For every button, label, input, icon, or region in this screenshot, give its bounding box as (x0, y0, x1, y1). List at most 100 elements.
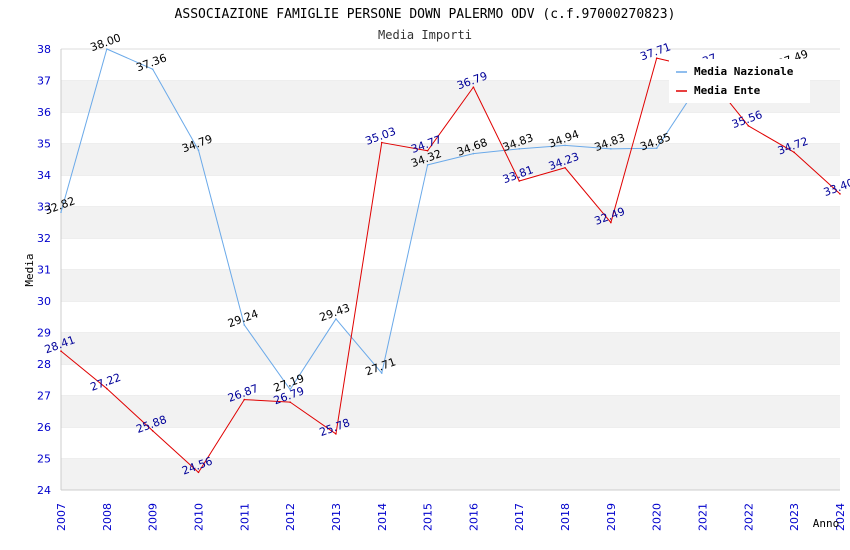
series-line-segment (335, 142, 383, 435)
data-point (60, 350, 62, 352)
series-line-segment (152, 68, 199, 151)
data-point (747, 125, 750, 127)
y-tick-label: 31 (37, 264, 51, 277)
y-tick-label: 33 (37, 201, 51, 214)
data-point (151, 68, 154, 70)
x-tick-label: 2024 (834, 503, 847, 531)
x-tick-label: 2022 (742, 503, 755, 531)
series-line-segment (564, 167, 612, 223)
y-tick-label: 37 (37, 75, 51, 88)
series-line-segment (289, 401, 337, 435)
x-tick-label: 2019 (605, 503, 618, 531)
data-point (564, 166, 566, 169)
grid-band (61, 332, 840, 364)
grid-band (61, 112, 840, 144)
data-point (655, 147, 658, 150)
series-1 (60, 57, 841, 474)
data-point (151, 429, 154, 432)
series-line-segment (198, 399, 245, 473)
series-line-segment (243, 324, 291, 390)
data-point (610, 148, 612, 150)
grid-band (61, 301, 840, 333)
x-tick-label: 2017 (513, 503, 526, 531)
legend: Media Nazionale Media Ente (669, 59, 810, 103)
data-point (197, 471, 200, 474)
series-line-segment (152, 430, 199, 473)
y-tick-label: 27 (37, 390, 51, 403)
x-tick-label: 2014 (376, 503, 389, 531)
series-line-segment (289, 318, 337, 390)
series-line-segment (60, 350, 108, 389)
series-line-segment (106, 388, 153, 432)
data-point (243, 324, 246, 326)
x-tick-label: 2023 (788, 503, 801, 531)
data-point (106, 387, 108, 390)
data-point (426, 149, 429, 152)
data-point (335, 318, 337, 320)
series-line-segment (473, 148, 520, 155)
legend-box (669, 59, 810, 103)
y-tick-label: 34 (37, 169, 51, 182)
x-tick-label: 2016 (467, 503, 480, 531)
grid-band (61, 364, 840, 396)
y-tick-label: 30 (37, 295, 51, 308)
data-point (289, 388, 291, 391)
y-tick-label: 36 (37, 106, 51, 119)
series-line-segment (565, 144, 611, 150)
data-point (793, 151, 795, 154)
data-point (197, 149, 200, 151)
y-tick-label: 28 (37, 358, 51, 371)
grid-band (61, 395, 840, 427)
x-tick-labels: 2007 2008 2009 2010 2011 2012 2013 2014 2015 2016… (55, 503, 847, 531)
x-axis-title: Anno (813, 517, 840, 530)
x-tick-label: 2018 (559, 503, 572, 531)
y-tick-label: 26 (37, 421, 51, 434)
data-point (518, 180, 521, 182)
y-axis-title: Media (23, 253, 36, 286)
data-point (60, 211, 62, 213)
chart-subtitle: Media Importi (378, 28, 472, 42)
data-point (426, 164, 429, 166)
series-line-segment (335, 318, 383, 374)
data-point (335, 433, 337, 435)
x-tick-label: 2007 (55, 503, 68, 531)
series-layer (60, 48, 841, 474)
series-line-segment (244, 399, 291, 403)
y-tick-label: 32 (37, 232, 51, 245)
series-line-segment (106, 48, 153, 70)
data-point (610, 221, 612, 224)
x-tick-label: 2011 (238, 503, 251, 531)
grid-band (61, 269, 840, 301)
x-tick-label: 2010 (192, 503, 205, 531)
data-point (839, 193, 841, 195)
series-line-segment (793, 151, 841, 195)
data-point (380, 141, 383, 144)
grid-band (61, 458, 840, 490)
series-line-segment (381, 164, 429, 374)
data-point (518, 148, 521, 150)
grid-band (61, 206, 840, 238)
data-point (380, 372, 383, 374)
x-tick-label: 2020 (651, 503, 664, 531)
data-point (243, 398, 246, 401)
y-tick-label: 38 (37, 43, 51, 56)
grid-band (61, 427, 840, 459)
series-line-segment (748, 125, 795, 153)
x-tick-label: 2012 (284, 503, 297, 531)
data-point (564, 144, 566, 147)
legend-label-nazionale: Media Nazionale (694, 65, 794, 78)
data-point (472, 86, 475, 88)
series-line-segment (197, 149, 245, 326)
series-line-segment (610, 58, 658, 223)
x-tick-label: 2021 (697, 503, 710, 531)
data-point (472, 152, 475, 155)
data-point (655, 57, 658, 59)
series-line-segment (519, 167, 566, 182)
y-tick-label: 25 (37, 453, 51, 466)
y-tick-label: 24 (37, 484, 51, 497)
grid-band (61, 175, 840, 207)
y-tick-label: 29 (37, 327, 51, 340)
chart-title: ASSOCIAZIONE FAMIGLIE PERSONE DOWN PALER… (175, 7, 676, 22)
x-tick-label: 2009 (147, 503, 160, 531)
